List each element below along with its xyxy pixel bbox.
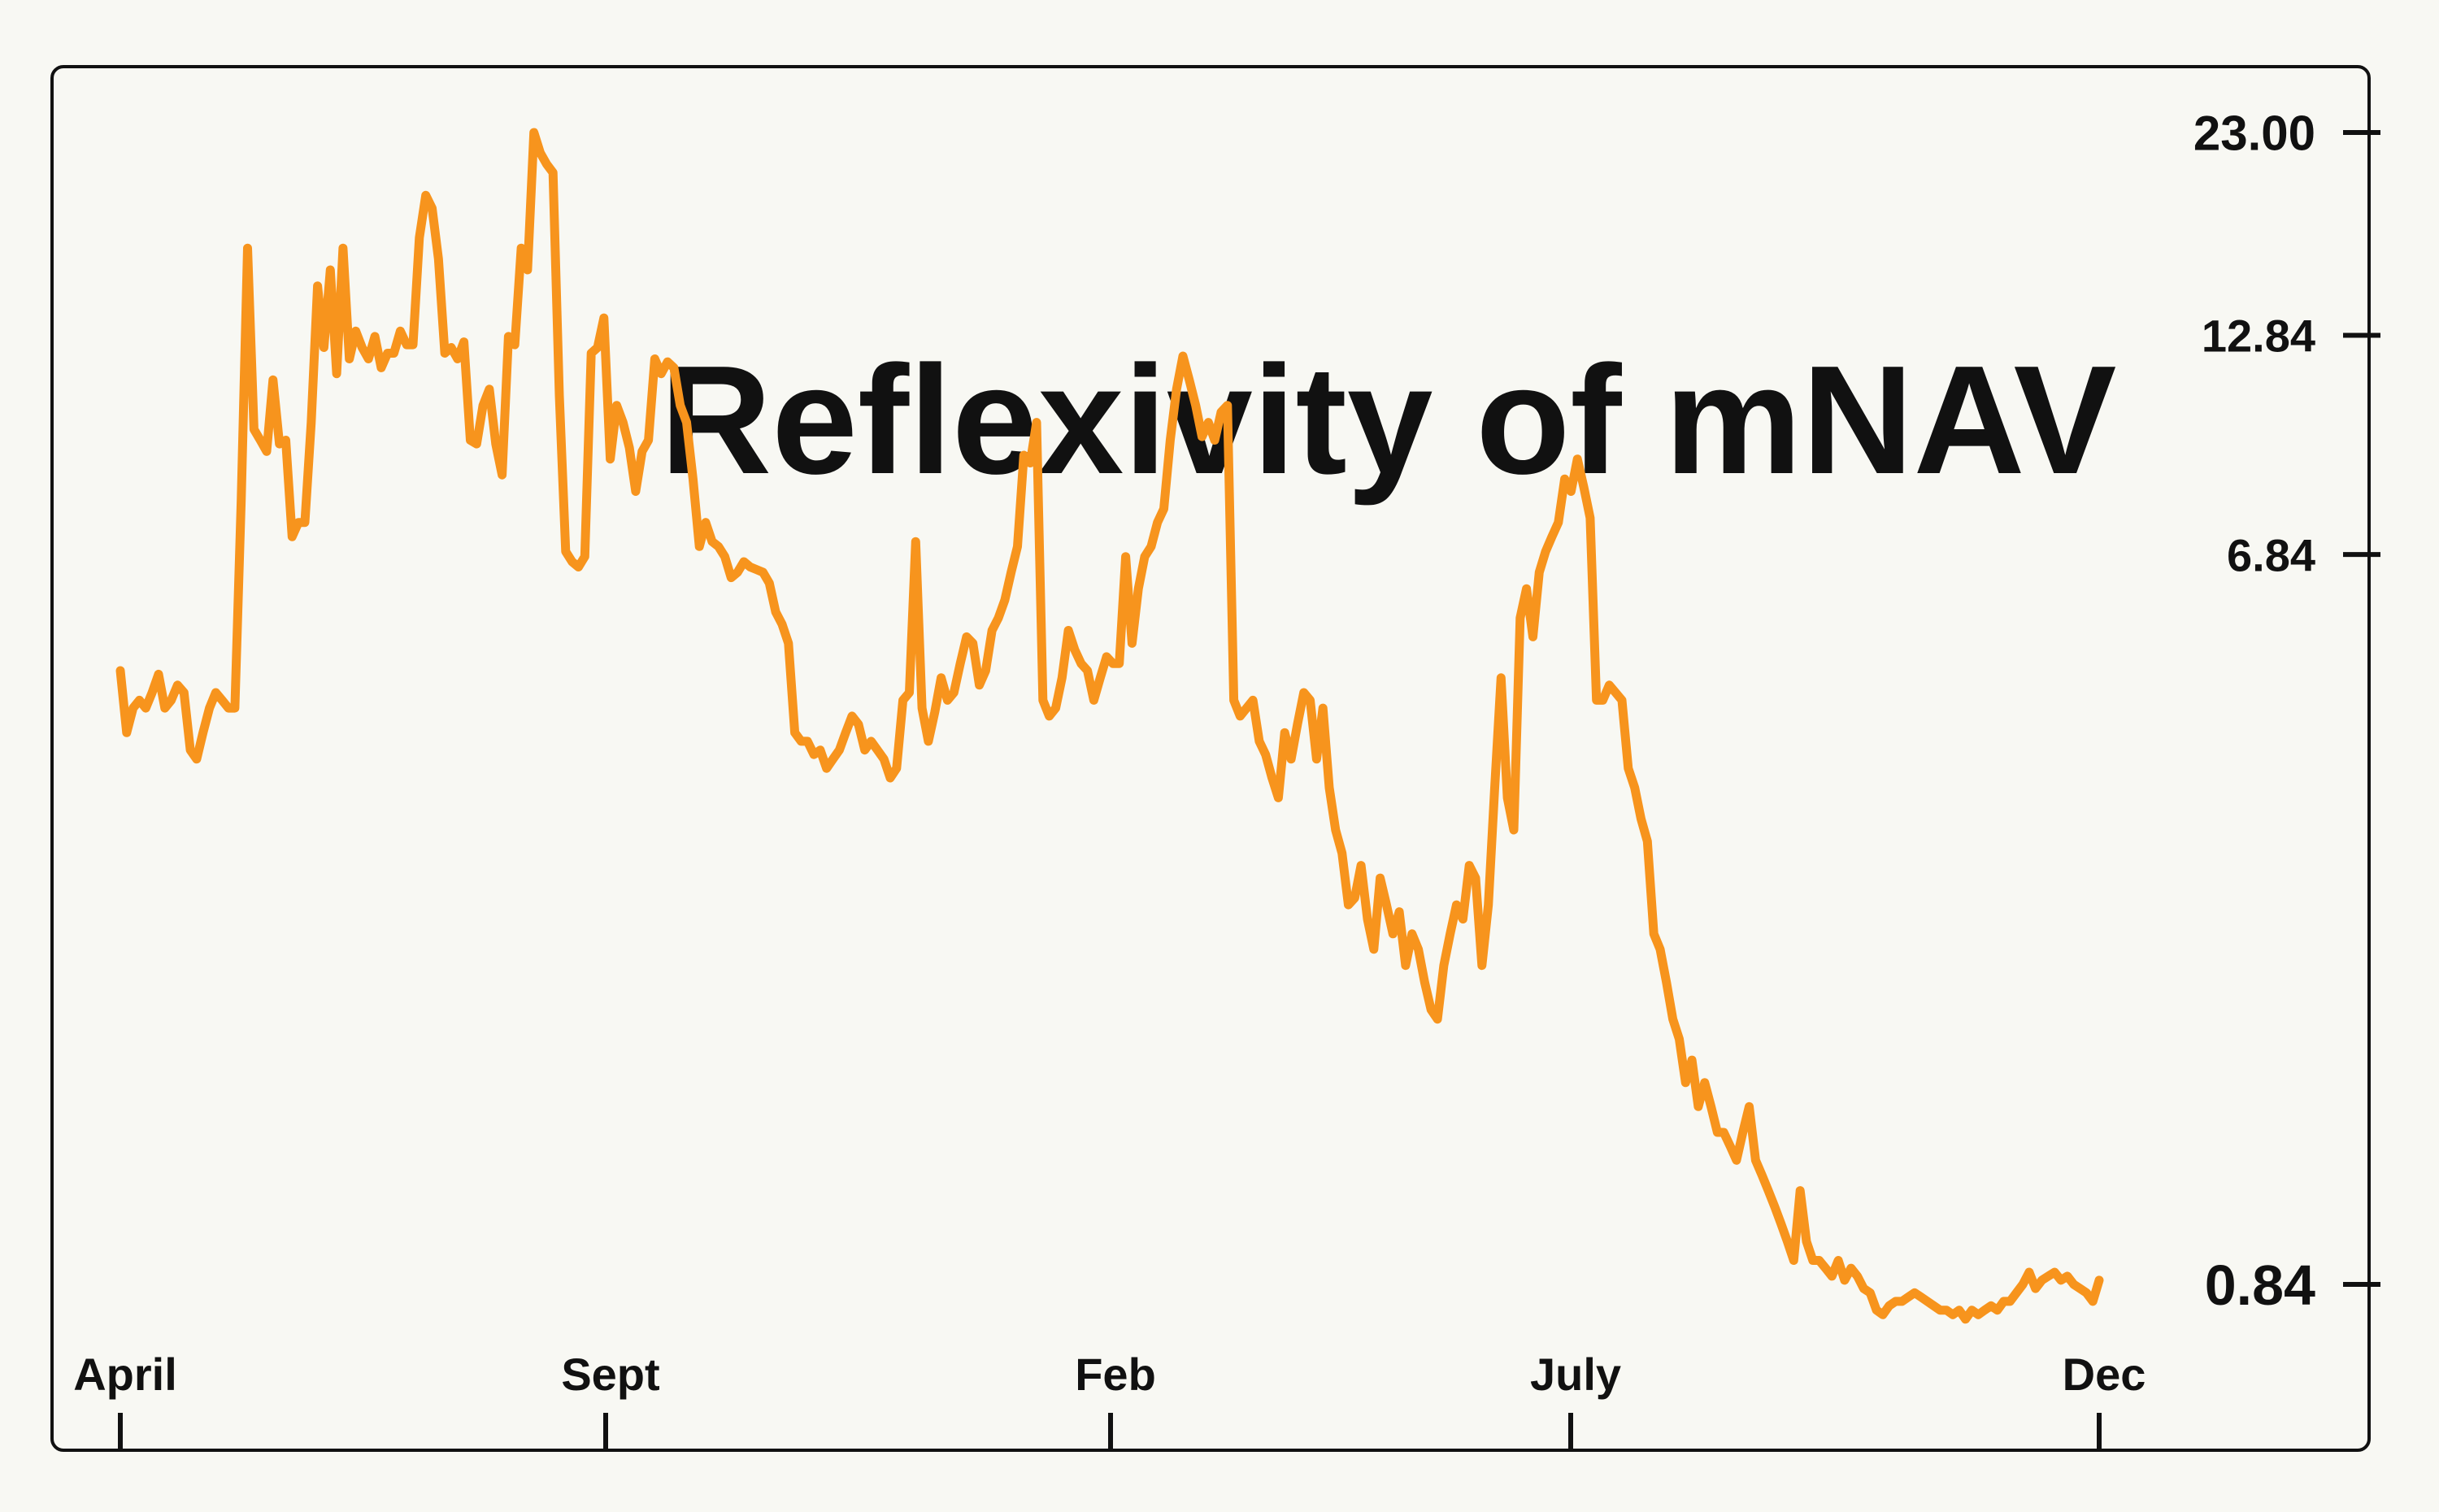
- y-tick-label: 23.00: [2193, 106, 2315, 161]
- x-tick-label: July: [1530, 1349, 1621, 1400]
- chart-title: Reflexivity of mNAV: [660, 334, 2116, 506]
- x-tick-label: April: [73, 1349, 177, 1400]
- y-tick-label: 0.84: [2205, 1253, 2315, 1317]
- y-axis: 23.00 12.84 6.84 0.84: [2193, 106, 2380, 1317]
- x-tick-label: Sept: [561, 1349, 659, 1400]
- x-tick-label: Feb: [1075, 1349, 1156, 1400]
- chart-frame: [50, 65, 2371, 1452]
- x-axis: April Sept Feb July Dec: [73, 1349, 2146, 1452]
- y-tick-label: 6.84: [2227, 529, 2315, 580]
- series-line: [115, 128, 2104, 1324]
- x-tick-label: Dec: [2063, 1349, 2146, 1400]
- y-tick-label: 12.84: [2202, 311, 2315, 362]
